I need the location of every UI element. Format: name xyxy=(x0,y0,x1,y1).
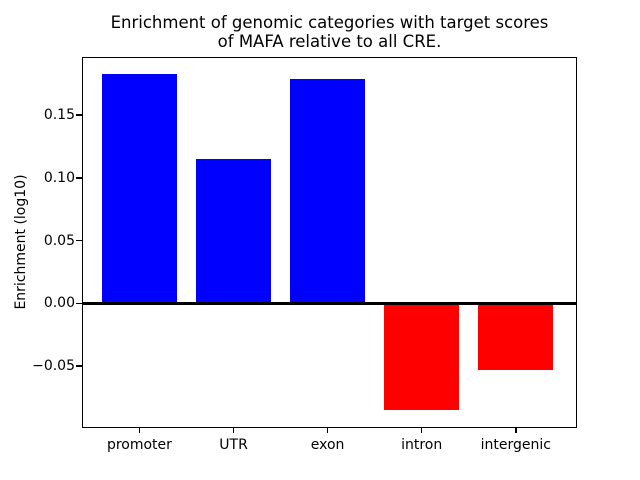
y-tick-mark xyxy=(76,239,82,242)
y-tick-label: −0.05 xyxy=(32,358,75,375)
x-tick-label-intergenic: intergenic xyxy=(480,437,551,453)
bar-promoter xyxy=(101,73,178,304)
chart-title-line2: of MAFA relative to all CRE. xyxy=(217,32,442,51)
bar-UTR xyxy=(195,159,272,304)
x-tick-mark xyxy=(138,427,141,433)
plot-frame xyxy=(82,57,577,428)
zero-line xyxy=(83,302,576,305)
x-tick-mark xyxy=(232,427,235,433)
y-tick-mark xyxy=(76,177,82,179)
bar-intron xyxy=(384,303,460,410)
y-tick-label: 0.05 xyxy=(43,232,75,249)
y-tick-label: 0.15 xyxy=(43,107,75,124)
y-tick-label: 0.10 xyxy=(43,169,75,186)
chart-title: Enrichment of genomic categories with ta… xyxy=(83,13,576,51)
chart-title-line1: Enrichment of genomic categories with ta… xyxy=(110,13,549,32)
plot-area xyxy=(83,58,576,427)
x-tick-label-UTR: UTR xyxy=(219,437,248,453)
x-tick-label-intron: intron xyxy=(401,437,443,453)
bar-exon xyxy=(289,78,366,304)
x-tick-mark xyxy=(326,427,329,433)
bar-intergenic xyxy=(478,303,554,370)
x-tick-label-exon: exon xyxy=(310,437,345,453)
x-tick-mark xyxy=(515,427,517,433)
y-tick-mark xyxy=(76,114,82,116)
y-tick-label: 0.00 xyxy=(43,295,75,312)
x-tick-label-promoter: promoter xyxy=(106,437,172,453)
x-tick-mark xyxy=(420,427,423,433)
y-tick-mark xyxy=(76,302,82,305)
y-tick-mark xyxy=(76,365,82,367)
